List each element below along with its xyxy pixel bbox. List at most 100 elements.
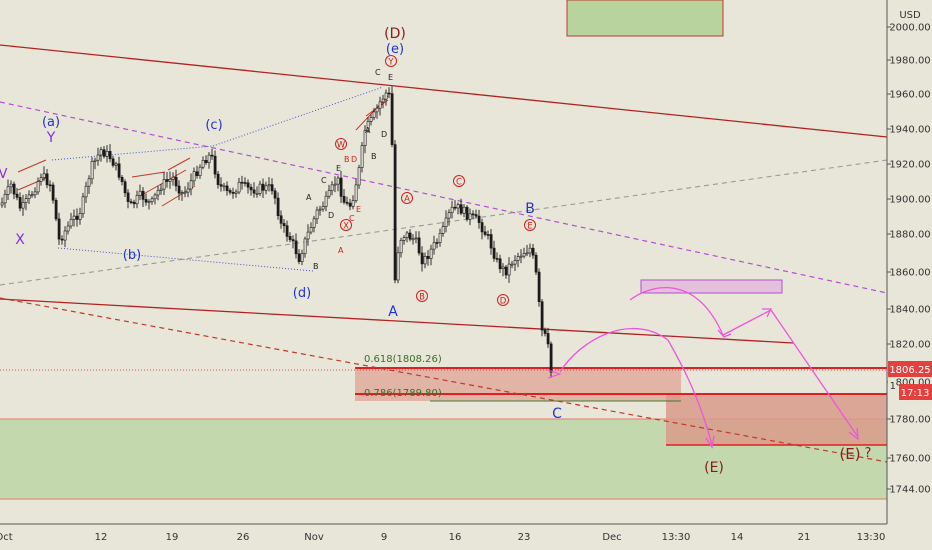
candle-body	[363, 130, 367, 146]
time-tick-label: 16	[449, 532, 462, 543]
candle-body	[288, 236, 292, 240]
candle-body	[180, 192, 184, 194]
candle-body	[219, 184, 223, 187]
candle-body	[132, 201, 136, 205]
price-tick-label: 1820.00	[889, 340, 930, 351]
candle-body	[78, 213, 82, 220]
price-tick-label: 1744.00	[889, 485, 930, 496]
circled-label-B: B	[419, 293, 425, 303]
candle-body	[171, 176, 175, 180]
candle-body	[432, 242, 436, 250]
candle-body	[456, 204, 460, 209]
candle-body	[453, 206, 457, 209]
wave-label-B: B	[525, 201, 535, 217]
candle-body	[549, 343, 553, 373]
candle-body	[48, 184, 52, 187]
currency-label: USD	[899, 10, 921, 21]
wave-label-d-paren: (d)	[293, 286, 311, 301]
candle-body	[423, 255, 427, 265]
price-tick-label: 1900.00	[889, 195, 930, 206]
candle-body	[525, 252, 529, 255]
candle-body	[66, 225, 70, 232]
price-stub-label: 1	[890, 381, 896, 392]
time-tick-label: 13:30	[662, 532, 691, 543]
price-stub	[888, 378, 896, 392]
candle-body	[69, 219, 73, 227]
candle-body	[357, 167, 361, 186]
candle-body	[72, 215, 76, 220]
time-axis[interactable]	[0, 524, 932, 550]
wave-label-C: C	[552, 406, 562, 422]
candle-body	[183, 191, 187, 194]
candle-body	[429, 248, 433, 259]
candle-body	[150, 198, 154, 202]
time-tick-label: 12	[95, 532, 108, 543]
candle-body	[153, 194, 157, 200]
candle-body	[402, 237, 406, 241]
candle-body	[108, 151, 112, 160]
time-tick-label: 21	[798, 532, 811, 543]
candle-body	[45, 173, 49, 186]
candle-body	[345, 202, 349, 204]
resistance-box-pink	[640, 279, 783, 294]
candle-body	[42, 173, 46, 179]
time-tick-label: Dec	[602, 532, 621, 543]
candle-body	[372, 111, 376, 118]
candle-body	[387, 92, 391, 95]
candle-body	[246, 182, 250, 188]
countdown-badge	[899, 384, 932, 400]
candle-body	[369, 117, 373, 122]
circled-label-A: A	[404, 195, 410, 205]
candle-body	[84, 185, 88, 198]
sub-label: D	[328, 211, 334, 220]
candlestick-series	[0, 86, 553, 378]
candle-body	[483, 231, 487, 235]
candle-body	[267, 184, 271, 187]
candle-body	[501, 266, 505, 270]
candle-body	[381, 98, 385, 103]
current-price-label: 1806.25	[889, 365, 930, 376]
circled-label-W: W	[337, 141, 346, 151]
sub-label: B	[371, 152, 377, 161]
candle-body	[225, 185, 229, 191]
candle-body	[210, 154, 214, 157]
candle-body	[222, 185, 226, 188]
candle-body	[486, 234, 490, 236]
time-tick-label: 19	[166, 532, 179, 543]
circled-label-rings	[335, 55, 536, 306]
candle-body	[60, 238, 64, 241]
time-tick-label: 13:30	[857, 532, 886, 543]
candle-body	[489, 234, 493, 249]
candle-body	[495, 258, 499, 260]
sub-label: A	[306, 193, 312, 202]
candle-body	[318, 208, 322, 211]
projection-arrowheads	[705, 308, 859, 449]
candle-body	[465, 206, 469, 220]
sub-label: C	[321, 176, 327, 185]
circled-label-D: D	[500, 297, 507, 307]
candle-body	[129, 201, 133, 203]
price-tick-label: 1840.00	[889, 305, 930, 316]
candle-body	[420, 252, 424, 265]
candle-body	[435, 242, 439, 244]
candle-body	[333, 183, 337, 186]
candle-body	[546, 333, 550, 345]
candle-body	[81, 196, 85, 214]
sub-label: C	[375, 68, 381, 77]
price-tick-label: 1800.00	[889, 378, 930, 389]
price-axis[interactable]	[887, 0, 932, 524]
candle-body	[213, 155, 217, 175]
candle-body	[309, 227, 313, 233]
time-tick-label: 23	[518, 532, 531, 543]
candle-body	[261, 183, 265, 191]
sub-label: E	[336, 164, 341, 173]
candle-body	[240, 181, 244, 184]
candle-body	[414, 237, 418, 240]
price-tick-label: 1780.00	[889, 415, 930, 426]
sub-label: A	[338, 246, 344, 255]
time-tick-label: Nov	[304, 532, 324, 543]
candle-body	[126, 192, 130, 202]
candle-body	[300, 253, 304, 262]
candle-body	[543, 329, 547, 334]
